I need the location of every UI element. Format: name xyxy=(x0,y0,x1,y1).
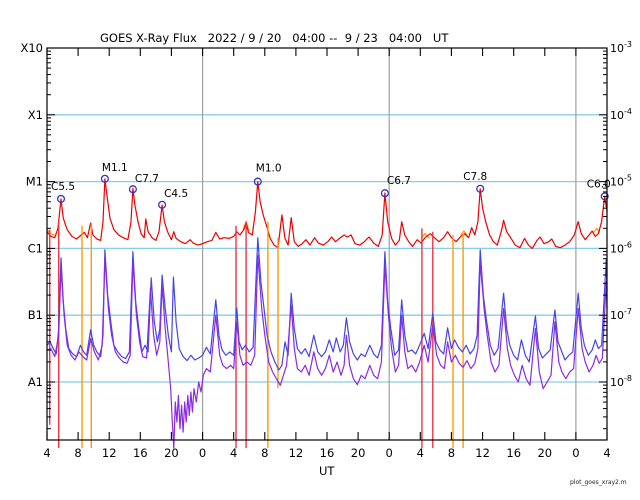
y-power-label: 10-5 xyxy=(610,174,632,189)
x-tick-label: 0 xyxy=(572,446,579,460)
x-axis-ticks: 4 8 12 16 20 0 4 8 12 16 20 0 4 8 12 16 20 0 4 xyxy=(43,48,611,460)
flare-peak-circle xyxy=(253,177,262,186)
y-power-label: 10-8 xyxy=(610,374,632,389)
x-tick-label: 12 xyxy=(289,446,304,460)
x-tick-label: 16 xyxy=(320,446,335,460)
orange-segment xyxy=(460,229,468,236)
flare-peak-circle xyxy=(476,184,485,193)
x-tick-label: 12 xyxy=(102,446,117,460)
plot-script-note: plot_goes_xray2.m xyxy=(570,479,627,486)
x-tick-label: 0 xyxy=(199,446,206,460)
y-class-label: A1 xyxy=(28,375,43,389)
flare-label: C7.8 xyxy=(463,171,487,183)
x-tick-label: 16 xyxy=(133,446,148,460)
flare-label: C6.7 xyxy=(387,175,411,187)
flare-peak-circle xyxy=(128,185,137,194)
y-axis-right-labels: 10-3 10-4 10-5 10-6 10-7 10-8 xyxy=(610,40,632,389)
y-class-label: X1 xyxy=(28,108,43,122)
x-tick-label: 16 xyxy=(506,446,521,460)
y-power-label: 10-6 xyxy=(610,240,632,255)
y-power-label: 10-7 xyxy=(610,307,632,322)
x-tick-label: 20 xyxy=(537,446,552,460)
flare-label: C5.5 xyxy=(51,181,75,193)
flare-label: M1.0 xyxy=(256,163,282,175)
y-axis-ticks xyxy=(47,47,607,430)
x-tick-label: 4 xyxy=(230,446,237,460)
red-xray-curve xyxy=(46,178,608,249)
plot-frame xyxy=(46,47,608,441)
y-class-label: B1 xyxy=(28,308,43,322)
x-tick-label: 0 xyxy=(386,446,393,460)
flare-peak-circle xyxy=(158,200,167,209)
flare-peak-circle xyxy=(100,174,109,183)
flare-peak-circle xyxy=(600,192,609,201)
x-tick-label: 4 xyxy=(603,446,610,460)
flare-peak-circle xyxy=(380,189,389,198)
orange-segment xyxy=(46,229,56,236)
x-tick-label: 20 xyxy=(164,446,179,460)
flare-label: C4.5 xyxy=(164,188,188,200)
class-level-gridlines xyxy=(47,114,607,383)
y-class-label: C1 xyxy=(28,241,43,255)
flare-label: M1.1 xyxy=(102,162,128,174)
y-power-label: 10-4 xyxy=(610,107,632,122)
y-class-label: M1 xyxy=(26,175,43,189)
blue-xray-curve xyxy=(46,237,608,371)
x-tick-label: 4 xyxy=(417,446,424,460)
purple-xray-curve xyxy=(46,254,608,449)
x-tick-label: 8 xyxy=(261,446,268,460)
chart-title: GOES X-Ray Flux 2022 / 9 / 20 04:00 -- 9… xyxy=(100,31,449,45)
flare-peak-circle xyxy=(56,194,66,203)
x-tick-label: 8 xyxy=(448,446,455,460)
x-tick-label: 4 xyxy=(43,446,50,460)
x-tick-label: 8 xyxy=(74,446,81,460)
y-power-label: 10-3 xyxy=(610,40,632,55)
x-tick-label: 20 xyxy=(351,446,366,460)
x-axis-title: UT xyxy=(319,464,335,478)
y-axis-left-labels: X10 X1 M1 C1 B1 A1 xyxy=(20,41,43,389)
y-class-label: X10 xyxy=(20,41,43,55)
flare-label: C7.7 xyxy=(135,173,159,185)
flare-annotations: C5.5M1.1C7.7C4.5M1.0C6.7 C7.8C6.0 xyxy=(51,162,611,209)
x-tick-label: 12 xyxy=(475,446,490,460)
